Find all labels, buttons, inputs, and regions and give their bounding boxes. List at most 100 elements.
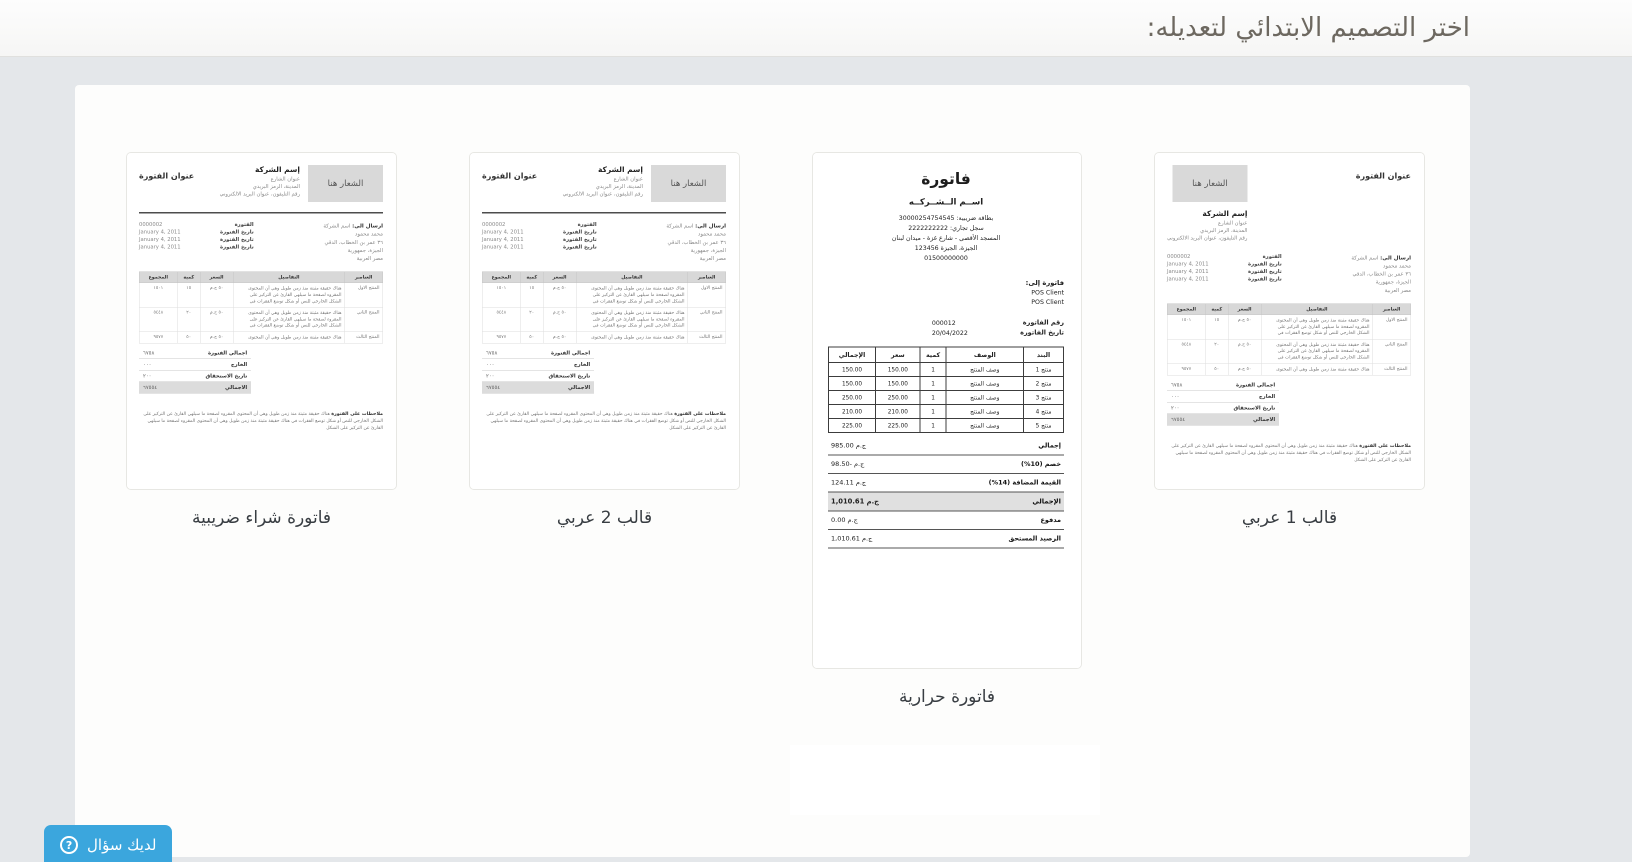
send-to-block: ارسال الى: اسم الشركة محمد محمود ٣٦ عمر … [666,222,726,263]
send-to-line: مصر العربية [699,255,726,262]
items-table: العناصر التفاصيل السعر كمية المجموع المن… [138,271,384,344]
meta-row: تاريخ الفتورة January 4, 2011 [1167,260,1282,267]
table-row: منتج 3 وصف المنتج 1 250.00 250.00 [827,389,1064,405]
template-card-tax-purchase: الشعار هنا إسم الشركة عنوان الشارع المدي… [126,152,397,528]
company-address-line: عنوان الشارع [1217,220,1248,226]
company-address-line: عنوان الشارع [613,176,643,182]
thermal-meta: رقم الفاتورة 000012 تاريخ الفاتورة 20/04/2… [828,319,1064,337]
send-to-line: ٣٦ عمر بن الخطاب، الدقي [1352,271,1411,278]
meta-row: الفتورة 0000002 [482,221,597,228]
meta-row: تاريخ الفتورة January 4, 2011 [139,236,254,243]
template-card-thermal: فاتورة اســم الــشــركــه بطاقة ضريبية: … [812,152,1082,707]
table-row: منتج 4 وصف المنتج 1 210.00 210.00 [827,403,1064,419]
send-to-line: الجيزة، جمهورية [1375,279,1411,286]
meta-row: تاريخ الفاتورة 20/04/2022 [931,328,1064,337]
logo-placeholder: الشعار هنا [308,165,383,202]
totals-block: اجمالي الفتورة ٦٧٥٨ الخارج ٠٠٠ تاريخ الاست… [139,348,252,394]
invoice-doc-title: عنوان الفتورة [139,171,195,181]
company-address-line: رقم التليفون، عنوان البريد الالكتروني [562,191,643,198]
table-row: المنتج الثالث هناك حقيقة مثبتة منذ زمن ط… [481,331,727,344]
company-info-line: المسجد الأقصى - شارع غزة - ميدان لبنان [891,234,1001,242]
col-qty: كمية [177,271,201,284]
summary-row: الرصيد المستحق ج.م 1,010.61 [828,530,1064,549]
template-caption-arabic-2[interactable]: قالب 2 عربي [556,508,653,528]
brand-block: الشعار هنا إسم الشركة عنوان الشارع المدي… [1167,165,1248,242]
summary-row: الخارج ٠٠٠ [139,359,252,371]
table-header-row: العناصر التفاصيل السعر كمية المجموع [1166,303,1412,315]
table-row: المنتج الاول هناك حقيقة مثبتة منذ زمن طو… [481,282,727,308]
company-block: إسم الشركة عنوان الشارع المدينة، الرمز ا… [220,165,300,198]
templates-row: الشعار هنا إسم الشركة عنوان الشارع المدي… [75,85,1470,707]
send-to-line: الجيزة، جمهورية [347,247,383,254]
table-row: منتج 5 وصف المنتج 1 225.00 225.00 [827,417,1064,433]
summary-row: تاريخ الاستحقاق ٢٠٠ [1167,403,1280,415]
table-row: منتج 2 وصف المنتج 1 150.00 150.00 [827,375,1064,391]
logo-placeholder: الشعار هنا [1172,165,1248,202]
col-details: التفاصيل [575,271,688,284]
templates-panel: الشعار هنا إسم الشركة عنوان الشارع المدي… [75,85,1470,857]
company-name: إسم الشركة [254,165,300,174]
col-total: المجموع [1166,303,1206,315]
send-to-line: محمد محمود [698,231,726,238]
classic-invoice-variant-a: الشعار هنا إسم الشركة عنوان الشارع المدي… [470,153,739,489]
thermal-title: فاتورة [921,170,971,188]
invoice-meta: الفتورة 0000002 تاريخ الفتورة January 4, 2… [1167,253,1282,283]
summary-row-total: الاجمالي ٦٧٥٥٤ [139,382,252,394]
classic-invoice-preview: الشعار هنا إسم الشركة عنوان الشارع المدي… [470,153,739,489]
send-to-label: ارسال الى: [352,222,383,230]
help-button[interactable]: لديك سؤال ? [44,825,173,862]
meta-row: تاريخ الفتورة January 4, 2011 [139,244,254,250]
send-to-label: ارسال الى: [695,222,726,230]
invoice-header: الشعار هنا إسم الشركة عنوان الشارع المدي… [482,165,726,202]
summary-row: اجمالي الفتورة ٦٧٥٨ [139,348,252,360]
template-caption-tax-purchase[interactable]: فاتورة شراء ضريبية [192,508,332,528]
table-header-row: العناصر التفاصيل السعر كمية المجموع [138,271,384,284]
template-thumbnail-tax-purchase[interactable]: الشعار هنا إسم الشركة عنوان الشارع المدي… [126,152,397,490]
invoice-notes: ملاحظات على الفتورة هناك حقيقة مثبتة منذ… [1171,443,1411,463]
company-address-line: المدينة، الرمز البريدي [595,183,643,190]
template-caption-arabic-1[interactable]: قالب 1 عربي [1241,508,1338,528]
template-caption-thermal[interactable]: فاتورة حرارية [899,687,996,707]
company-address-line: المدينة، الرمز البريدي [252,183,300,190]
col-total: المجموع [481,271,521,284]
invoice-header: الشعار هنا إسم الشركة عنوان الشارع المدي… [139,165,383,202]
totals-block: اجمالي الفتورة ٦٧٥٨ الخارج ٠٠٠ تاريخ الاست… [1167,380,1280,426]
table-header-row: البند الوصف كمية سعر الإجمالي [827,346,1064,363]
invoice-header: الشعار هنا إسم الشركة عنوان الشارع المدي… [1167,165,1411,242]
company-info-line: بطاقة ضريبية: 30000254754545 [898,214,994,222]
question-mark-icon: ? [60,836,78,854]
logo-placeholder: الشعار هنا [651,165,726,202]
send-to-company: اسم الشركة [666,223,694,229]
bill-to-line: POS Client [1031,298,1064,306]
bill-to-label: فاتورة إلى: [1025,279,1064,287]
send-to-line: ٣٦ عمر بن الخطاب، الدقي [667,239,726,246]
send-to-line: مصر العربية [356,255,383,262]
company-address-line: المدينة، الرمز البريدي [1200,227,1248,234]
template-thumbnail-arabic-2[interactable]: الشعار هنا إسم الشركة عنوان الشارع المدي… [469,152,740,490]
summary-row: القيمة المضافة (14%) ج.م 124.11 [828,474,1064,493]
thermal-invoice-preview: فاتورة اســم الــشــركــه بطاقة ضريبية: … [813,153,1081,668]
summary-row: اجمالي الفتورة ٦٧٥٨ [482,348,595,360]
bill-to-line: POS Client [1031,288,1064,297]
send-to-line: مصر العربية [1384,287,1411,294]
send-to-company: اسم الشركة [1351,254,1379,261]
meta-row: تاريخ الفتورة January 4, 2011 [482,236,597,243]
meta-row: تاريخ الفتورة January 4, 2011 [139,229,254,235]
table-row: المنتج الثالث هناك حقيقة مثبتة منذ زمن ط… [1166,363,1412,376]
col-price: السعر [1227,303,1262,315]
col-details: التفاصيل [1260,303,1373,315]
template-thumbnail-thermal[interactable]: فاتورة اســم الــشــركــه بطاقة ضريبية: … [812,152,1082,669]
template-thumbnail-arabic-1[interactable]: الشعار هنا إسم الشركة عنوان الشارع المدي… [1154,152,1425,490]
meta-row: تاريخ الفتورة January 4, 2011 [1167,275,1282,282]
summary-row: مدفوع ج.م 0.00 [828,511,1064,530]
invoice-notes: ملاحظات على الفتورة هناك حقيقة مثبتة منذ… [143,411,383,431]
summary-row-total: الإجمالي ج.م 1,010.61 [828,492,1064,512]
divider [482,212,726,214]
summary-row: تاريخ الاستحقاق ٢٠٠ [482,371,595,383]
template-card-arabic-2: الشعار هنا إسم الشركة عنوان الشارع المدي… [469,152,740,528]
summary-row: الخارج ٠٠٠ [482,359,595,371]
table-header-row: العناصر التفاصيل السعر كمية المجموع [481,271,727,284]
classic-invoice-preview: الشعار هنا إسم الشركة عنوان الشارع المدي… [1155,153,1424,489]
thermal-items-table: البند الوصف كمية سعر الإجمالي منتج 1 [827,346,1064,433]
table-row: منتج 1 وصف المنتج 1 150.00 150.00 [827,361,1064,377]
